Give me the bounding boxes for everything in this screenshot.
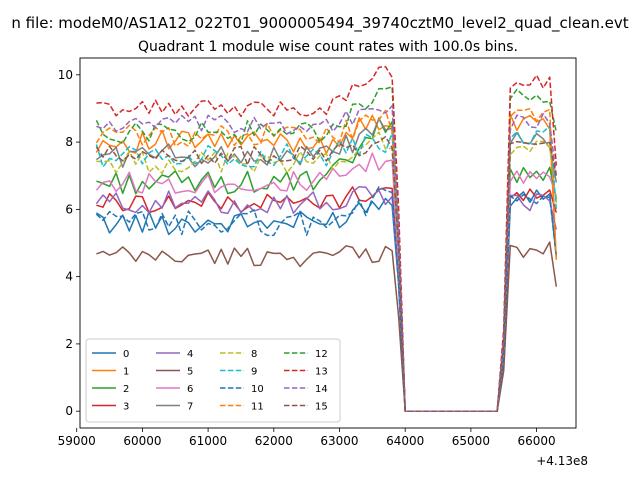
x-tick-label: 61000 [189,434,227,448]
x-tick-label: 64000 [386,434,424,448]
legend-label-15: 15 [315,402,328,413]
x-offset-label: +4.13e8 [536,454,588,468]
legend-label-6: 6 [187,384,193,395]
y-tick-label: 4 [65,270,73,284]
legend-box [85,338,341,423]
legend-label-4: 4 [187,349,193,360]
x-tick-label: 59000 [58,434,96,448]
x-tick-label: 66000 [517,434,555,448]
plot-frame [79,57,577,429]
legend-label-0: 0 [123,349,129,360]
x-tick-label: 62000 [255,434,293,448]
legend-label-7: 7 [187,402,193,413]
x-tick-label: 60000 [123,434,161,448]
legend-label-14: 14 [315,384,328,395]
series-line-9 [95,125,558,412]
x-tick-label: 65000 [452,434,490,448]
legend-label-11: 11 [251,402,264,413]
tick-layer: 59000 60000 61000 62000 63000 64000 65000 66000… [58,68,556,448]
legend-label-13: 13 [315,367,328,378]
legend-label-8: 8 [251,349,257,360]
chart-title: Quadrant 1 module wise count rates with … [138,39,518,55]
legend-label-5: 5 [187,367,193,378]
x-tick-label: 63000 [320,434,358,448]
y-tick-label: 2 [65,337,73,351]
y-tick-label: 8 [65,135,73,149]
legend-label-3: 3 [123,402,129,413]
legend-label-2: 2 [123,384,129,395]
y-tick-label: 0 [65,404,73,418]
y-tick-label: 6 [65,202,73,216]
legend-label-9: 9 [251,367,257,378]
y-tick-label: 10 [58,68,73,82]
figure-suptitle: n file: modeM0/AS1A12_022T01_9000005494_… [11,14,628,33]
series-line-15 [95,135,558,412]
series-layer [95,65,558,412]
legend-label-1: 1 [123,367,129,378]
legend-label-12: 12 [315,349,328,360]
legend-label-10: 10 [251,384,264,395]
